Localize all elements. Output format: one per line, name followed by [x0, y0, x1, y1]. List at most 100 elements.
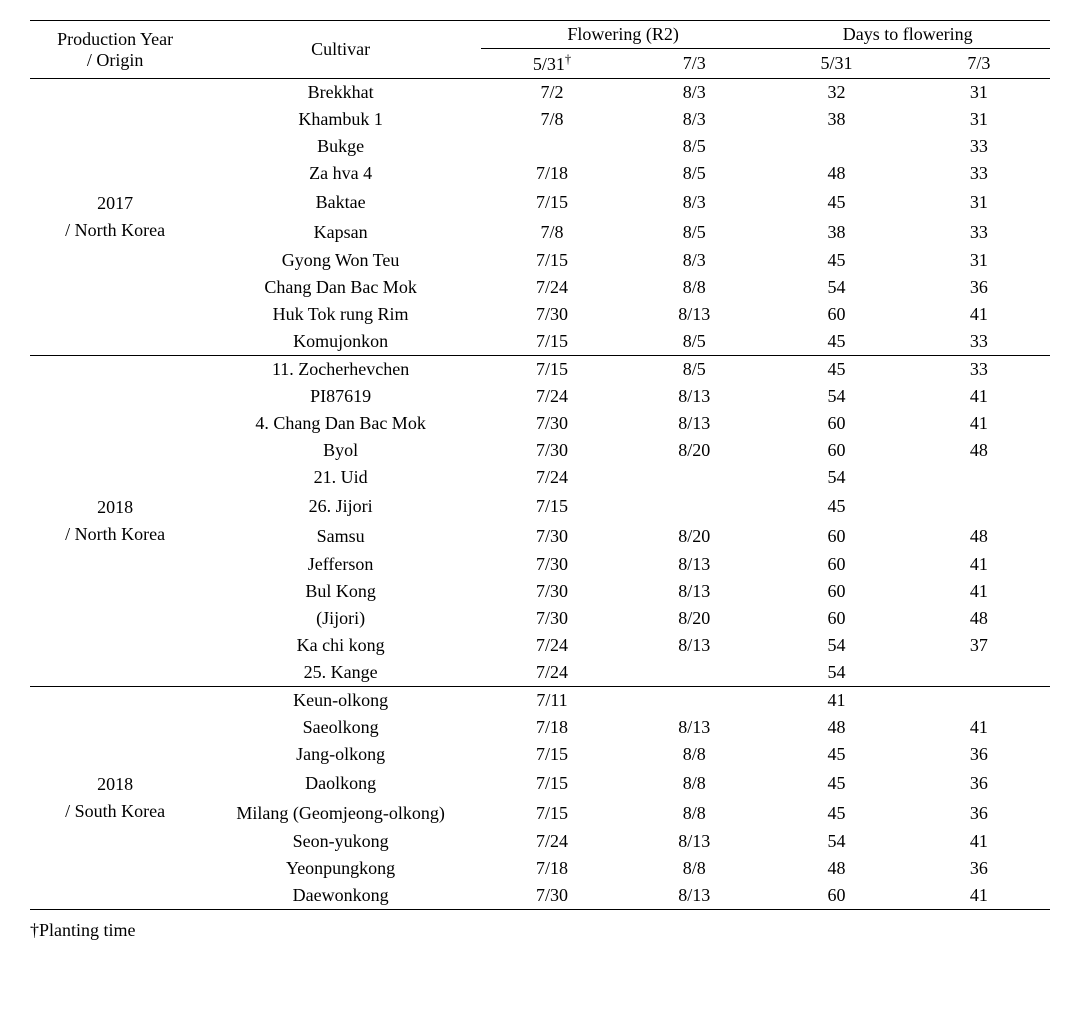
origin-blank [30, 133, 200, 160]
days-73-cell: 37 [908, 632, 1050, 659]
flowering-73-cell: 8/20 [623, 437, 765, 464]
flowering-531-cell: 7/18 [481, 714, 623, 741]
origin-blank [30, 714, 200, 741]
days-531-cell: 54 [765, 464, 907, 491]
origin-blank [30, 410, 200, 437]
flowering-73-cell: 8/13 [623, 551, 765, 578]
flowering-73-cell: 8/13 [623, 714, 765, 741]
table-row: Keun-olkong7/1141 [30, 687, 1050, 715]
flowering-531-cell: 7/11 [481, 687, 623, 715]
days-531-cell: 60 [765, 437, 907, 464]
table-row: 2018/ South KoreaDaolkong7/158/84536 [30, 768, 1050, 798]
days-531-cell: 48 [765, 855, 907, 882]
days-73-cell: 36 [908, 741, 1050, 768]
flowering-531-cell: 7/15 [481, 187, 623, 217]
days-73-cell: 41 [908, 301, 1050, 328]
days-73-cell: 33 [908, 160, 1050, 187]
header-sub-531b: 5/31 [765, 49, 907, 79]
origin-blank [30, 605, 200, 632]
table-row: 25. Kange7/2454 [30, 659, 1050, 687]
table-row: 2018/ North Korea26. Jijori7/1545 [30, 491, 1050, 521]
days-531-cell: 45 [765, 741, 907, 768]
flowering-73-cell: 8/3 [623, 79, 765, 107]
flowering-73-cell: 8/13 [623, 410, 765, 437]
flowering-531-cell: 7/18 [481, 160, 623, 187]
cultivar-cell: 25. Kange [200, 659, 481, 687]
cultivar-cell: Brekkhat [200, 79, 481, 107]
table-row: (Jijori)7/308/206048 [30, 605, 1050, 632]
origin-blank [30, 247, 200, 274]
days-531-cell: 38 [765, 106, 907, 133]
table-row: Brekkhat7/28/33231 [30, 79, 1050, 107]
origin-year: 2018 [97, 497, 133, 517]
days-73-cell: 41 [908, 383, 1050, 410]
flowering-73-cell: 8/13 [623, 882, 765, 910]
origin-cell: 2018 / North Korea [30, 491, 200, 551]
header-days-group: Days to flowering [765, 21, 1050, 49]
days-531-cell: 38 [765, 217, 907, 247]
flowering-73-cell: 8/3 [623, 187, 765, 217]
table-row: Jang-olkong7/158/84536 [30, 741, 1050, 768]
days-73-cell: 36 [908, 798, 1050, 828]
table-section: 11. Zocherhevchen7/158/54533PI876197/248… [30, 356, 1050, 687]
flowering-73-cell [623, 659, 765, 687]
flowering-531-cell: 7/15 [481, 491, 623, 521]
cultivar-cell: Gyong Won Teu [200, 247, 481, 274]
footnote-text: †Planting time [30, 920, 1050, 941]
table-row: Bukge8/533 [30, 133, 1050, 160]
header-flowering-group: Flowering (R2) [481, 21, 766, 49]
flowering-531-cell: 7/30 [481, 437, 623, 464]
days-73-cell [908, 687, 1050, 715]
origin-country: / North Korea [65, 220, 165, 240]
days-531-cell: 45 [765, 247, 907, 274]
flowering-531-cell: 7/30 [481, 605, 623, 632]
table-row: Za hva 47/188/54833 [30, 160, 1050, 187]
cultivar-cell: Bukge [200, 133, 481, 160]
days-531-cell: 60 [765, 521, 907, 551]
flowering-73-cell: 8/20 [623, 605, 765, 632]
days-73-cell: 33 [908, 328, 1050, 356]
days-531-cell: 45 [765, 187, 907, 217]
table-row: PI876197/248/135441 [30, 383, 1050, 410]
table-row: Gyong Won Teu7/158/34531 [30, 247, 1050, 274]
header-sub-531a: 5/31† [481, 49, 623, 79]
flowering-73-cell: 8/3 [623, 247, 765, 274]
cultivar-cell: Milang (Geomjeong-olkong) [200, 798, 481, 828]
flowering-73-cell: 8/8 [623, 274, 765, 301]
days-73-cell [908, 491, 1050, 521]
origin-blank [30, 687, 200, 715]
days-531-cell: 60 [765, 410, 907, 437]
flowering-531-cell: 7/30 [481, 521, 623, 551]
origin-blank [30, 828, 200, 855]
cultivar-cell: Jang-olkong [200, 741, 481, 768]
flowering-table: Production Year / Origin Cultivar Flower… [30, 20, 1050, 910]
days-73-cell: 36 [908, 855, 1050, 882]
table-row: Chang Dan Bac Mok7/248/85436 [30, 274, 1050, 301]
cultivar-cell: Bul Kong [200, 578, 481, 605]
flowering-531-cell: 7/30 [481, 410, 623, 437]
origin-blank [30, 274, 200, 301]
table-row: Seon-yukong7/248/135441 [30, 828, 1050, 855]
header-cultivar: Cultivar [200, 21, 481, 79]
days-73-cell: 31 [908, 247, 1050, 274]
days-73-cell: 31 [908, 106, 1050, 133]
days-531-cell: 48 [765, 714, 907, 741]
days-531-cell: 45 [765, 491, 907, 521]
cultivar-cell: Kapsan [200, 217, 481, 247]
flowering-531-cell: 7/30 [481, 882, 623, 910]
cultivar-cell: Samsu [200, 521, 481, 551]
origin-blank [30, 301, 200, 328]
table-section: Brekkhat7/28/33231Khambuk 17/88/33831Buk… [30, 79, 1050, 356]
origin-country: / North Korea [65, 524, 165, 544]
origin-blank [30, 578, 200, 605]
cultivar-cell: PI87619 [200, 383, 481, 410]
flowering-531-cell: 7/24 [481, 828, 623, 855]
days-531-cell: 54 [765, 828, 907, 855]
cultivar-cell: 11. Zocherhevchen [200, 356, 481, 384]
flowering-531-cell: 7/15 [481, 247, 623, 274]
flowering-73-cell [623, 464, 765, 491]
flowering-73-cell: 8/5 [623, 217, 765, 247]
origin-blank [30, 741, 200, 768]
days-73-cell: 41 [908, 410, 1050, 437]
table-row: Yeonpungkong7/188/84836 [30, 855, 1050, 882]
